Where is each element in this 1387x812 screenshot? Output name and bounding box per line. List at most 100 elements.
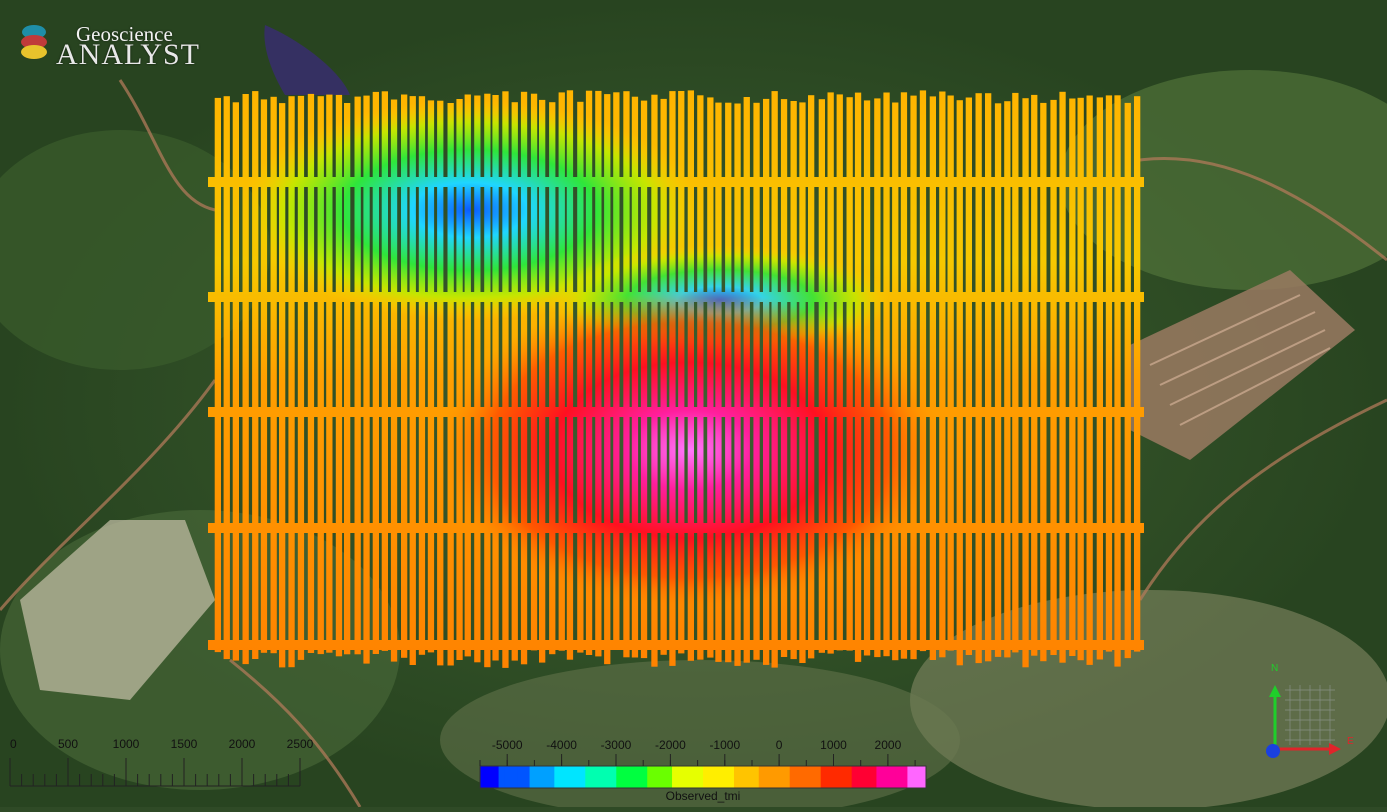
legend-color-swatch bbox=[517, 766, 524, 788]
legend-color-swatch bbox=[510, 766, 518, 788]
legend-color-swatch bbox=[603, 766, 611, 788]
legend-color-swatch bbox=[579, 766, 586, 788]
north-axis-label: N bbox=[1271, 663, 1278, 674]
legend-color-swatch bbox=[721, 766, 729, 788]
legend-color-swatch bbox=[610, 766, 617, 788]
legend-title: Observed_tmi bbox=[665, 789, 741, 803]
legend-color-swatch bbox=[771, 766, 778, 788]
legend-color-swatch bbox=[746, 766, 754, 788]
legend-color-swatch bbox=[864, 766, 871, 788]
scale-bar-label: 2500 bbox=[287, 737, 314, 751]
scale-bar-label: 1500 bbox=[171, 737, 198, 751]
legend-tick-label: -1000 bbox=[709, 738, 740, 752]
legend-color-swatch bbox=[826, 766, 834, 788]
legend-color-swatch bbox=[839, 766, 846, 788]
legend-tick-label: -3000 bbox=[601, 738, 632, 752]
legend-color-swatch bbox=[733, 766, 741, 788]
legend-color-swatch bbox=[690, 766, 698, 788]
legend-color-swatch bbox=[740, 766, 747, 788]
legend-color-swatch bbox=[597, 766, 605, 788]
legend-color-swatch bbox=[919, 766, 927, 788]
legend-color-swatch bbox=[498, 766, 506, 788]
legend-color-swatch bbox=[795, 766, 803, 788]
legend-color-swatch bbox=[802, 766, 809, 788]
scale-bar-label: 2000 bbox=[229, 737, 256, 751]
north-axis-arrow bbox=[1269, 685, 1281, 749]
legend-color-swatch bbox=[641, 766, 648, 788]
east-axis-arrow bbox=[1275, 743, 1341, 755]
legend-color-swatch bbox=[870, 766, 877, 788]
legend-color-swatch bbox=[814, 766, 822, 788]
legend-tick-label: -2000 bbox=[655, 738, 686, 752]
axis-orientation-triad[interactable]: N E bbox=[1255, 655, 1365, 765]
legend-tick-label: -4000 bbox=[546, 738, 577, 752]
legend-color-swatch bbox=[616, 766, 623, 788]
legend-color-swatch bbox=[634, 766, 642, 788]
vertical-axis-dot bbox=[1266, 744, 1280, 758]
legend-color-swatch bbox=[653, 766, 661, 788]
logo-text-geoscience: Geoscience bbox=[76, 22, 173, 46]
legend-color-swatch bbox=[480, 766, 487, 788]
legend-color-swatch bbox=[895, 766, 902, 788]
scale-bar-label: 500 bbox=[58, 737, 78, 751]
legend-color-swatch bbox=[709, 766, 716, 788]
legend-color-swatch bbox=[777, 766, 785, 788]
legend-tick-label: 1000 bbox=[820, 738, 847, 752]
legend-color-swatch bbox=[535, 766, 543, 788]
legend-color-swatch bbox=[913, 766, 921, 788]
legend-color-swatch bbox=[672, 766, 679, 788]
legend-color-swatch bbox=[833, 766, 840, 788]
legend-color-swatch bbox=[566, 766, 574, 788]
legend-color-swatch bbox=[696, 766, 704, 788]
legend-tick-label: 2000 bbox=[875, 738, 902, 752]
legend-color-swatch bbox=[857, 766, 865, 788]
legend-color-swatch bbox=[727, 766, 735, 788]
legend-color-swatch bbox=[665, 766, 673, 788]
legend-color-swatch bbox=[703, 766, 710, 788]
legend-color-swatch bbox=[783, 766, 791, 788]
scale-bar-label: 1000 bbox=[113, 737, 140, 751]
legend-tick-label: -5000 bbox=[492, 738, 523, 752]
legend-color-swatch bbox=[851, 766, 859, 788]
legend-color-swatch bbox=[882, 766, 890, 788]
legend-color-swatch bbox=[808, 766, 815, 788]
legend-color-swatch bbox=[486, 766, 493, 788]
logo-text-analyst: ANALYST bbox=[56, 38, 200, 71]
geoscience-analyst-logo: Geoscience ANALYST bbox=[18, 22, 218, 71]
legend-color-swatch bbox=[560, 766, 568, 788]
legend-color-swatch bbox=[888, 766, 896, 788]
legend-color-swatch bbox=[820, 766, 828, 788]
legend-color-swatch bbox=[492, 766, 500, 788]
color-legend[interactable]: -5000 -4000 -3000 -2000 -1000 0 1000 2000 Obser… bbox=[460, 734, 940, 804]
legend-color-swatch bbox=[845, 766, 853, 788]
legend-color-swatch bbox=[622, 766, 630, 788]
legend-color-swatch bbox=[628, 766, 636, 788]
observed-tmi-survey-grid[interactable] bbox=[200, 85, 1150, 675]
scale-bar: 0 500 1000 1500 2000 2500 bbox=[9, 737, 314, 787]
legend-color-swatch bbox=[789, 766, 797, 788]
legend-color-swatch bbox=[541, 766, 549, 788]
legend-color-swatch bbox=[901, 766, 908, 788]
legend-color-swatch bbox=[523, 766, 531, 788]
east-axis-label: E bbox=[1347, 736, 1354, 747]
legend-color-swatch bbox=[591, 766, 599, 788]
legend-color-swatch bbox=[548, 766, 555, 788]
legend-color-swatch bbox=[554, 766, 562, 788]
legend-color-swatch bbox=[715, 766, 723, 788]
legend-color-swatch bbox=[529, 766, 537, 788]
legend-color-swatch bbox=[752, 766, 760, 788]
legend-color-swatch bbox=[678, 766, 685, 788]
legend-color-swatch bbox=[907, 766, 915, 788]
legend-color-bar bbox=[479, 765, 927, 789]
legend-tick-label: 0 bbox=[776, 738, 783, 752]
legend-color-swatch bbox=[684, 766, 692, 788]
legend-color-swatch bbox=[572, 766, 580, 788]
legend-color-swatch bbox=[585, 766, 592, 788]
legend-color-swatch bbox=[504, 766, 512, 788]
legend-color-swatch bbox=[876, 766, 884, 788]
layered-stack-icon bbox=[21, 25, 47, 59]
legend-color-swatch bbox=[659, 766, 667, 788]
legend-color-swatch bbox=[647, 766, 654, 788]
